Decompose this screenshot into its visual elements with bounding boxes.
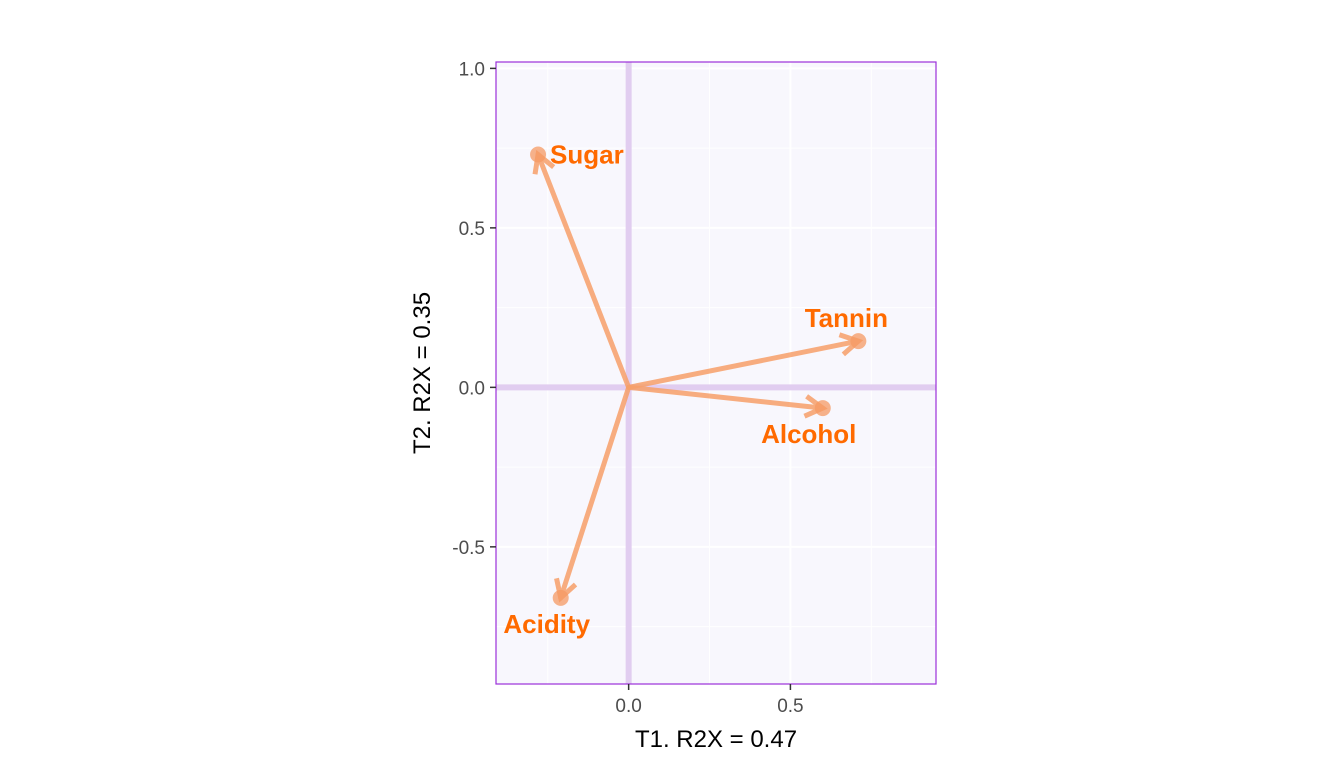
y-axis-title: T2. R2X = 0.35 (409, 292, 436, 454)
panel-border (495, 61, 937, 685)
arrow-shaft (535, 152, 632, 390)
loading-point (814, 400, 831, 417)
loading-label: Alcohol (761, 419, 856, 449)
loading-labels: Sugar Tannin Alcohol Acidity (503, 140, 888, 639)
loading-label: Tannin (805, 303, 888, 333)
loading-arrows (530, 146, 867, 606)
y-tick-label: 1.0 (459, 59, 485, 80)
loading-label: Acidity (503, 609, 590, 639)
arrow-shaft (626, 338, 861, 390)
arrow-shaft (626, 384, 826, 411)
loading-arrow (626, 384, 831, 419)
axes: 1.0 0.5 0.0 -0.5 0.0 0.5 (452, 59, 803, 717)
x-tick-label: 0.5 (777, 696, 803, 717)
arrow-shaft (558, 384, 632, 601)
panel-background (496, 62, 936, 684)
plot-panel (496, 62, 936, 684)
origin-lines (496, 62, 936, 684)
x-tick-label: 0.0 (615, 696, 641, 717)
y-tick-label: 0.5 (459, 219, 485, 240)
x-axis-title: T1. R2X = 0.47 (635, 726, 797, 753)
loading-arrow (626, 332, 867, 390)
loading-point (850, 333, 867, 350)
loading-arrow (552, 384, 632, 606)
panel-frame (495, 61, 937, 685)
loading-point (530, 146, 547, 163)
y-tick-label: 0.0 (459, 378, 485, 399)
loading-point (552, 589, 569, 606)
loading-label: Sugar (550, 140, 624, 170)
y-tick-label: -0.5 (452, 538, 485, 559)
loading-arrow (530, 146, 632, 390)
